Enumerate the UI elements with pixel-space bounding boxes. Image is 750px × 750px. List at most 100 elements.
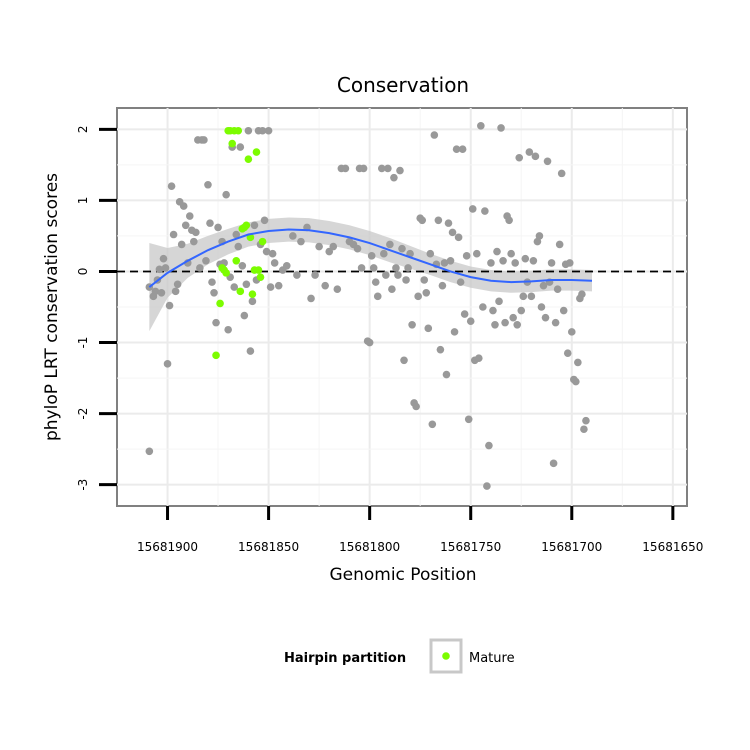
other-point-102 bbox=[400, 356, 408, 365]
mature-point-8 bbox=[232, 257, 241, 265]
other-point-65 bbox=[282, 261, 291, 270]
other-point-179 bbox=[555, 240, 564, 249]
other-point-16 bbox=[177, 240, 186, 249]
confidence-band bbox=[149, 217, 592, 332]
other-point-31 bbox=[208, 278, 216, 286]
other-point-184 bbox=[565, 259, 574, 267]
other-point-29 bbox=[204, 180, 212, 189]
mature-point-6 bbox=[228, 139, 237, 148]
other-point-145 bbox=[487, 259, 495, 267]
other-point-42 bbox=[230, 283, 239, 291]
other-point-169 bbox=[535, 232, 544, 240]
other-point-81 bbox=[353, 244, 362, 253]
other-point-142 bbox=[481, 207, 489, 215]
other-point-86 bbox=[365, 338, 374, 347]
other-point-18 bbox=[181, 221, 190, 230]
other-point-0 bbox=[145, 447, 154, 456]
other-point-129 bbox=[454, 233, 463, 242]
other-point-27 bbox=[200, 136, 208, 144]
smooth-fit-line bbox=[148, 228, 593, 288]
other-point-162 bbox=[521, 254, 530, 263]
other-point-173 bbox=[543, 157, 552, 166]
other-point-128 bbox=[452, 145, 461, 154]
other-point-90 bbox=[373, 292, 382, 301]
other-point-47 bbox=[240, 311, 249, 320]
other-point-83 bbox=[357, 264, 366, 272]
other-point-130 bbox=[456, 278, 465, 286]
other-point-127 bbox=[450, 328, 459, 336]
other-point-93 bbox=[382, 271, 390, 279]
legend-mature-swatch bbox=[442, 652, 450, 660]
other-point-143 bbox=[483, 482, 491, 490]
other-point-178 bbox=[553, 285, 562, 294]
other-point-170 bbox=[537, 303, 546, 311]
other-point-115 bbox=[426, 249, 435, 258]
other-point-43 bbox=[232, 230, 241, 239]
y-tick-label-2: -1 bbox=[76, 337, 90, 349]
other-point-187 bbox=[572, 377, 580, 386]
other-point-12 bbox=[169, 230, 178, 239]
y-axis: -3 -2 -1 0 1 2 bbox=[76, 126, 117, 491]
other-point-87 bbox=[367, 252, 376, 260]
other-point-6 bbox=[157, 288, 166, 297]
other-point-159 bbox=[515, 153, 524, 162]
other-point-190 bbox=[578, 290, 586, 299]
other-point-13 bbox=[171, 287, 180, 296]
other-point-134 bbox=[464, 415, 473, 424]
other-point-78 bbox=[341, 164, 350, 173]
y-tick-label-3: 0 bbox=[76, 268, 90, 276]
other-point-5 bbox=[155, 265, 164, 274]
other-point-33 bbox=[212, 318, 220, 327]
other-point-103 bbox=[402, 276, 410, 284]
other-point-139 bbox=[475, 354, 483, 362]
other-point-38 bbox=[222, 190, 230, 199]
x-tick-label-1: 15681850 bbox=[238, 540, 299, 554]
x-axis: 15681900 15681850 15681800 15681750 15681700… bbox=[137, 506, 703, 554]
other-point-56 bbox=[258, 126, 267, 135]
other-point-183 bbox=[563, 349, 572, 357]
y-tick-label-5: 2 bbox=[76, 126, 90, 134]
other-point-96 bbox=[388, 285, 396, 294]
x-tick-label-0: 15681900 bbox=[137, 540, 198, 554]
other-point-34 bbox=[214, 223, 222, 232]
other-point-167 bbox=[531, 152, 540, 161]
other-point-191 bbox=[580, 425, 588, 434]
mature-point-21 bbox=[258, 237, 267, 246]
other-point-165 bbox=[527, 292, 536, 301]
other-point-160 bbox=[517, 306, 526, 315]
other-point-76 bbox=[333, 285, 342, 294]
y-axis-title: phyloP LRT conservation scores bbox=[42, 173, 62, 441]
other-point-192 bbox=[582, 416, 590, 425]
other-point-23 bbox=[192, 228, 200, 237]
other-point-157 bbox=[511, 259, 519, 267]
other-point-151 bbox=[499, 257, 507, 265]
other-point-75 bbox=[329, 242, 338, 251]
other-point-135 bbox=[466, 317, 475, 326]
other-point-141 bbox=[479, 303, 487, 311]
other-point-22 bbox=[190, 237, 198, 246]
x-tick-label-5: 15681650 bbox=[642, 540, 703, 554]
other-point-73 bbox=[321, 281, 329, 290]
other-point-108 bbox=[412, 402, 420, 411]
other-point-180 bbox=[557, 169, 566, 178]
other-point-28 bbox=[202, 257, 210, 265]
other-point-63 bbox=[274, 281, 283, 290]
other-point-133 bbox=[462, 252, 471, 260]
mature-point-22 bbox=[212, 351, 220, 360]
other-point-46 bbox=[238, 261, 247, 270]
other-point-70 bbox=[307, 294, 315, 303]
other-point-117 bbox=[430, 131, 439, 139]
other-point-124 bbox=[444, 219, 453, 227]
other-point-92 bbox=[380, 249, 388, 258]
other-point-106 bbox=[408, 320, 416, 329]
data-points bbox=[145, 121, 590, 490]
other-point-91 bbox=[377, 164, 386, 173]
other-point-99 bbox=[394, 271, 402, 279]
other-point-97 bbox=[390, 173, 398, 182]
other-point-88 bbox=[369, 264, 378, 272]
mature-point-3 bbox=[222, 269, 230, 277]
other-point-50 bbox=[246, 347, 255, 355]
other-point-58 bbox=[262, 247, 271, 256]
other-point-48 bbox=[242, 280, 251, 289]
